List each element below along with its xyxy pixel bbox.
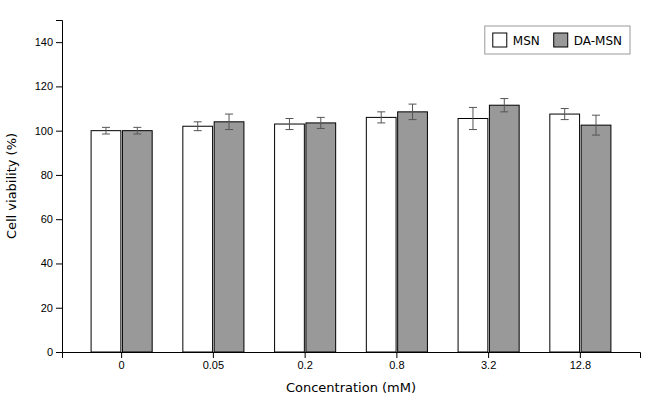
x-tick: 0 — [119, 352, 125, 371]
legend-label: MSN — [513, 34, 540, 48]
bar — [489, 105, 519, 352]
y-axis-title: Cell viability (%) — [4, 133, 19, 239]
bar — [91, 131, 121, 352]
y-tick-mark — [56, 352, 62, 353]
y-tick-mark — [56, 131, 62, 132]
error-bar — [194, 122, 202, 131]
y-tick-label: 140 — [35, 36, 53, 48]
x-tick-label: 0.2 — [297, 359, 312, 371]
y-tick-mark — [56, 86, 62, 87]
x-tick-label: 0.05 — [203, 359, 224, 371]
error-bar — [285, 118, 293, 129]
x-tick-mark — [305, 352, 306, 358]
x-tick: 0.2 — [297, 352, 312, 371]
plot: 0 20 40 60 80 100 120 140 0 0.05 0.2 0.8 3.2 12.8 MSN D… — [35, 21, 641, 371]
x-tick-label: 0 — [119, 359, 125, 371]
error-bar — [317, 117, 325, 128]
y-tick-mark — [56, 308, 62, 309]
x-tick-mark — [488, 352, 489, 358]
y-tick: 100 — [35, 125, 62, 137]
x-tick-mark — [396, 352, 397, 358]
x-tick: 12.8 — [570, 352, 591, 371]
y-tick-label: 40 — [41, 257, 53, 269]
error-bar — [409, 104, 417, 119]
y-axis-line — [56, 21, 63, 353]
y-tick: 60 — [41, 213, 62, 225]
y-tick: 20 — [41, 302, 62, 314]
y-tick-label: 60 — [41, 213, 53, 225]
y-tick: 0 — [47, 346, 62, 358]
x-tick-mark — [121, 352, 122, 358]
y-tick-label: 100 — [35, 125, 53, 137]
error-bar — [500, 99, 508, 112]
y-tick: 80 — [41, 169, 62, 181]
bar — [275, 124, 305, 352]
x-tick-mark — [213, 352, 214, 358]
error-bar — [133, 127, 141, 134]
x-tick: 3.2 — [481, 352, 496, 371]
y-tick-mark — [56, 42, 62, 43]
error-bar — [102, 127, 110, 134]
bar — [550, 114, 580, 352]
y-tick-label: 20 — [41, 302, 53, 314]
y-tick-label: 0 — [47, 346, 53, 358]
x-axis: 0 0.05 0.2 0.8 3.2 12.8 — [63, 352, 641, 371]
x-tick-label: 12.8 — [570, 359, 591, 371]
x-axis-title: Concentration (mM) — [286, 380, 416, 395]
y-tick: 40 — [41, 257, 62, 269]
x-tick: 0.8 — [389, 352, 404, 371]
legend-swatch — [493, 33, 507, 47]
x-tick-mark — [580, 352, 581, 358]
bar — [581, 125, 611, 352]
bar — [458, 118, 488, 352]
legend-swatch — [554, 33, 568, 47]
y-axis: 0 20 40 60 80 100 120 140 — [35, 21, 63, 359]
bar — [398, 112, 428, 352]
legend-label: DA-MSN — [574, 34, 622, 48]
error-bar — [592, 115, 600, 135]
bar — [306, 123, 336, 352]
error-bar — [377, 112, 385, 123]
x-tick-label: 0.8 — [389, 359, 404, 371]
bar — [366, 117, 396, 352]
y-tick-label: 120 — [35, 80, 53, 92]
y-tick-mark — [56, 263, 62, 264]
y-tick-mark — [56, 175, 62, 176]
x-tick-label: 3.2 — [481, 359, 496, 371]
bar — [122, 131, 152, 352]
bars — [91, 99, 611, 352]
chart-container: 0 20 40 60 80 100 120 140 0 0.05 0.2 0.8 3.2 12.8 MSN D… — [0, 0, 660, 404]
x-axis-line — [63, 353, 641, 359]
y-tick-mark — [56, 219, 62, 220]
y-tick: 140 — [35, 36, 62, 48]
bar — [183, 126, 213, 352]
legend: MSN DA-MSN — [485, 26, 630, 54]
legend-box — [485, 26, 630, 54]
error-bar — [469, 107, 477, 129]
y-tick: 120 — [35, 80, 62, 92]
error-bar — [225, 114, 233, 129]
y-tick-label: 80 — [41, 169, 53, 181]
chart: 0 20 40 60 80 100 120 140 0 0.05 0.2 0.8 3.2 12.8 MSN D… — [0, 0, 660, 404]
bar — [214, 122, 244, 352]
x-tick: 0.05 — [203, 352, 224, 371]
error-bar — [561, 109, 569, 120]
